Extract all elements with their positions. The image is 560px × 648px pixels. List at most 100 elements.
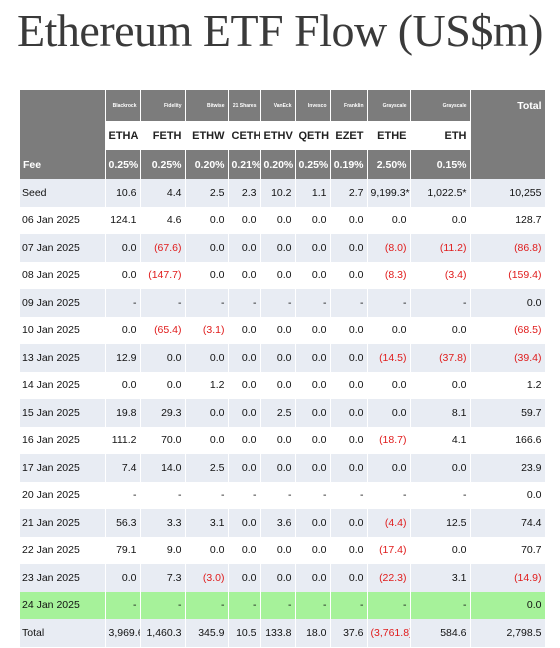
data-row: 23 Jan 2025 0.0 7.3 (3.0) 0.0 0.0 0.0 0.0 (22.3)… xyxy=(20,564,546,592)
flow-cell: 584.6 xyxy=(410,619,471,647)
flow-cell: (8.0) xyxy=(367,234,411,262)
flow-cell: (3.0) xyxy=(185,564,229,592)
flow-cell: 0.0 xyxy=(260,234,296,262)
ticker: CETH xyxy=(228,121,261,150)
flow-cell: 0.0 xyxy=(260,426,296,454)
flow-cell: 0.0 xyxy=(295,261,331,289)
flow-cell: 1.1 xyxy=(295,179,331,207)
flow-cell: 0.0 xyxy=(367,454,411,482)
flow-cell: 1,460.3 xyxy=(140,619,186,647)
flow-cell: 0.0 xyxy=(470,591,546,619)
flow-cell: 3.1 xyxy=(410,564,471,592)
flow-cell: 0.0 xyxy=(470,289,546,317)
flow-cell: (4.4) xyxy=(367,509,411,537)
data-row: 08 Jan 2025 0.0 (147.7) 0.0 0.0 0.0 0.0 0.0 (8.3… xyxy=(20,261,546,289)
data-row: 20 Jan 2025- - - - - - - - -0.0 xyxy=(20,481,546,509)
flow-cell: 0.0 xyxy=(228,509,261,537)
flow-cell: 2.5 xyxy=(185,179,229,207)
row-label: 15 Jan 2025 xyxy=(20,399,106,427)
header-cell xyxy=(470,121,546,150)
flow-cell: (3.4) xyxy=(410,261,471,289)
data-row: 10 Jan 2025 0.0 (65.4) (3.1) 0.0 0.0 0.0 0.0 0.0… xyxy=(20,316,546,344)
flow-cell: (65.4) xyxy=(140,316,186,344)
row-label: 06 Jan 2025 xyxy=(20,206,106,234)
flow-cell: - xyxy=(140,591,186,619)
issuer-name: Blackrock xyxy=(105,90,141,121)
flow-cell: 9,199.3* xyxy=(367,179,411,207)
flow-cell: (159.4) xyxy=(470,261,546,289)
flow-cell: (14.5) xyxy=(367,344,411,372)
flow-cell: 0.0 xyxy=(228,316,261,344)
data-row: 22 Jan 2025 79.1 9.0 0.0 0.0 0.0 0.0 0.0 (17.4) 0… xyxy=(20,536,546,564)
flow-cell: 0.0 xyxy=(330,399,368,427)
row-label: Total xyxy=(20,619,106,647)
flow-cell: - xyxy=(228,481,261,509)
fee: 0.21% xyxy=(228,150,261,179)
row-label: 22 Jan 2025 xyxy=(20,536,106,564)
flow-cell: 0.0 xyxy=(295,371,331,399)
flow-cell: 128.7 xyxy=(470,206,546,234)
flow-cell: 1,022.5* xyxy=(410,179,471,207)
row-label: 24 Jan 2025 xyxy=(20,591,106,619)
row-label: 16 Jan 2025 xyxy=(20,426,106,454)
issuer-name: Bitwise xyxy=(185,90,229,121)
flow-cell: (3.1) xyxy=(185,316,229,344)
issuer-name: Franklin xyxy=(330,90,368,121)
flow-cell: - xyxy=(140,289,186,317)
flow-cell: 0.0 xyxy=(228,454,261,482)
total-header: Total xyxy=(470,90,546,121)
flow-cell: 2.5 xyxy=(185,454,229,482)
flow-cell: 0.0 xyxy=(228,261,261,289)
flow-cell: 0.0 xyxy=(228,564,261,592)
flow-cell: 0.0 xyxy=(228,344,261,372)
row-label: 13 Jan 2025 xyxy=(20,344,106,372)
flow-cell: 4.6 xyxy=(140,206,186,234)
flow-cell: 0.0 xyxy=(330,426,368,454)
flow-cell: 0.0 xyxy=(185,344,229,372)
flow-cell: 0.0 xyxy=(330,234,368,262)
flow-cell: 0.0 xyxy=(295,564,331,592)
fee: 2.50% xyxy=(367,150,411,179)
header-cell xyxy=(20,121,106,150)
flow-cell: 7.3 xyxy=(140,564,186,592)
flow-cell: - xyxy=(367,481,411,509)
flow-cell: 0.0 xyxy=(330,344,368,372)
flow-cell: - xyxy=(295,591,331,619)
flow-cell: - xyxy=(260,591,296,619)
flow-cell: 4.4 xyxy=(140,179,186,207)
flow-cell: (18.7) xyxy=(367,426,411,454)
flow-cell: 133.8 xyxy=(260,619,296,647)
issuer-name: Fidelity xyxy=(140,90,186,121)
flow-cell: 1.2 xyxy=(185,371,229,399)
flow-cell: 0.0 xyxy=(330,509,368,537)
flow-cell: 0.0 xyxy=(330,206,368,234)
flow-cell: 70.7 xyxy=(470,536,546,564)
flow-cell: 0.0 xyxy=(410,536,471,564)
row-label: Seed xyxy=(20,179,106,207)
flow-cell: (11.2) xyxy=(410,234,471,262)
flow-cell: 29.3 xyxy=(140,399,186,427)
flow-cell: (37.8) xyxy=(410,344,471,372)
data-row: 13 Jan 2025 12.9 0.0 0.0 0.0 0.0 0.0 0.0 (14.5)(… xyxy=(20,344,546,372)
row-label: 20 Jan 2025 xyxy=(20,481,106,509)
flow-cell: 0.0 xyxy=(228,399,261,427)
flow-cell: 0.0 xyxy=(295,454,331,482)
flow-cell: - xyxy=(228,591,261,619)
flow-cell: (67.6) xyxy=(140,234,186,262)
flow-cell: - xyxy=(185,591,229,619)
fee: 0.20% xyxy=(260,150,296,179)
data-row: 21 Jan 2025 56.3 3.3 3.1 0.0 3.6 0.0 0.0 (4.4) 12… xyxy=(20,509,546,537)
data-row: 24 Jan 2025- - - - - - - - -0.0 xyxy=(20,591,546,619)
flow-cell: 70.0 xyxy=(140,426,186,454)
flow-cell: 0.0 xyxy=(105,371,141,399)
flow-cell: 0.0 xyxy=(295,426,331,454)
flow-cell: 0.0 xyxy=(185,536,229,564)
row-label: 08 Jan 2025 xyxy=(20,261,106,289)
flow-cell: 0.0 xyxy=(367,316,411,344)
flow-cell: 0.0 xyxy=(185,234,229,262)
table-body: Blackrock Fidelity Bitwise 21 Shares VanEck I… xyxy=(20,90,546,647)
row-label: 17 Jan 2025 xyxy=(20,454,106,482)
flow-cell: 59.7 xyxy=(470,399,546,427)
flow-cell: 0.0 xyxy=(330,261,368,289)
